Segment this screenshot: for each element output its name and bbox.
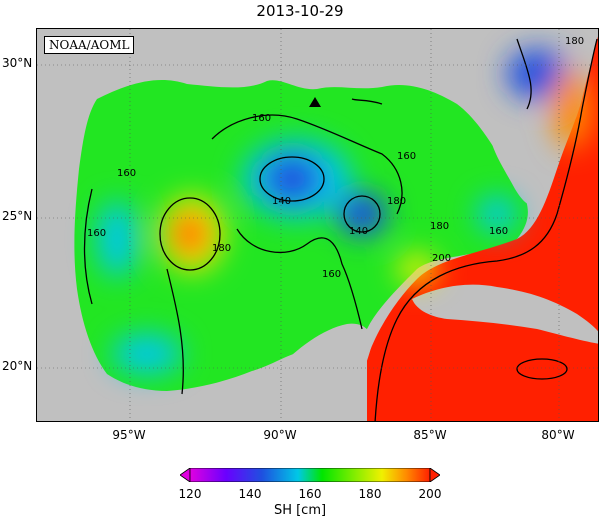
contour-label: 140 [272,196,291,207]
contour-label: 180 [565,36,584,47]
lon-label: 85°W [413,428,447,442]
lat-label: 30°N [2,56,33,70]
colorbar-tick: 120 [178,487,202,501]
lon-label: 95°W [112,428,146,442]
ssh-map: 160 160 160 160 160 180 180 180 140 140 … [37,29,598,421]
lon-label: 90°W [263,428,297,442]
contour-label: 140 [349,226,368,237]
contour-label: 160 [489,226,508,237]
gulf-water [74,79,528,391]
map-frame: 160 160 160 160 160 180 180 180 140 140 … [36,28,599,422]
contour-label: 180 [387,196,406,207]
florida [477,89,541,206]
station-marker-icon[interactable] [309,97,321,107]
contour-labels: 160 160 160 160 160 180 180 180 140 140 … [87,36,584,280]
contour-label: 160 [397,151,416,162]
contour-label: 160 [117,168,136,179]
ssh-anomalies [97,49,592,374]
contours [83,38,598,421]
contour-label: 160 [87,228,106,239]
contour-label: 200 [432,253,451,264]
source-label: NOAA/AOML [44,36,135,54]
colorbar-label: SH [cm] [273,503,327,518]
yucatan [247,323,372,421]
graticule [37,29,598,421]
contour-label: 180 [212,243,231,254]
contour-label: 160 [252,113,271,124]
colorbar-tick: 180 [358,487,382,501]
contour-label: 180 [430,221,449,232]
colorbar [180,468,440,482]
contour-label: 160 [322,269,341,280]
lon-label: 80°W [541,428,575,442]
colorbar-tick: 200 [418,487,442,501]
cuba [412,284,598,344]
lat-label: 20°N [2,359,33,373]
lat-label: 25°N [2,209,33,223]
colorbar-tick: 140 [238,487,262,501]
colorbar-tick: 160 [298,487,322,501]
map-title: 2013-10-29 [256,2,344,20]
